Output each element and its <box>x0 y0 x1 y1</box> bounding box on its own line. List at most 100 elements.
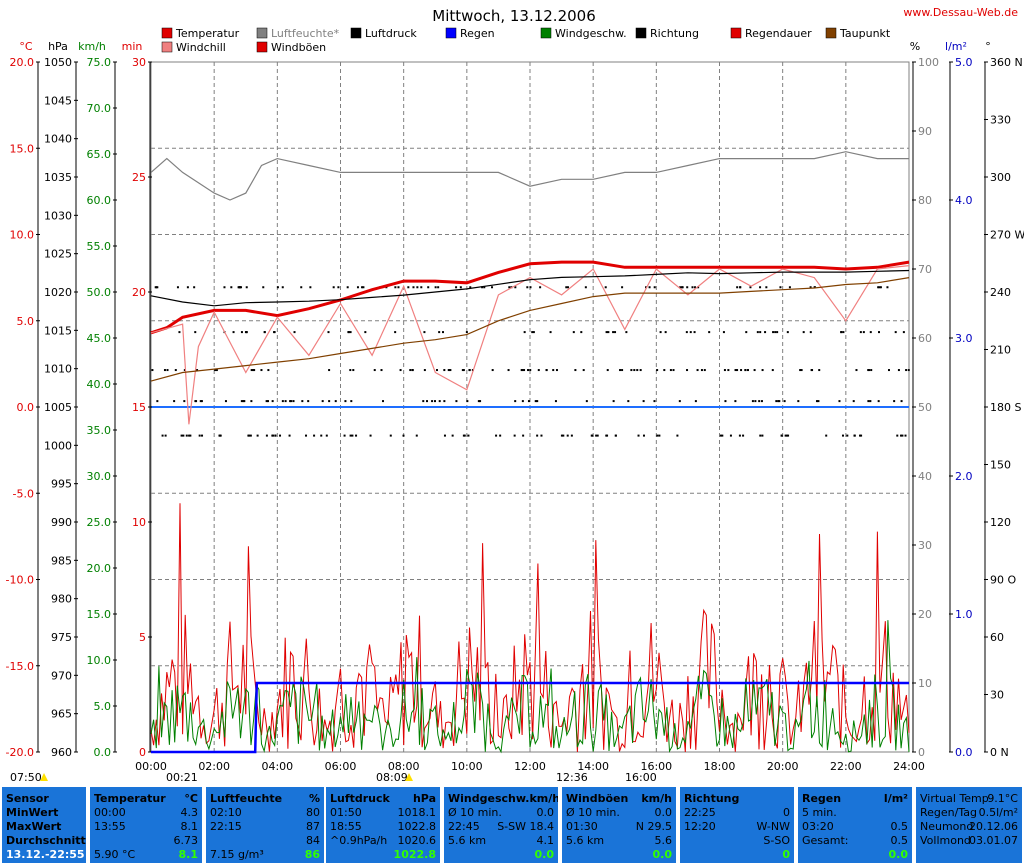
legend-swatch <box>161 27 173 39</box>
direction-tick-label: 210 <box>990 344 1011 357</box>
rain-tick-label: 0.0 <box>955 746 973 759</box>
series-windchill <box>150 265 910 425</box>
direction-point <box>721 434 724 437</box>
stats-misc: Virtual Temp 9.1°C Regen/Tag 0.5l/m² Neumond… <box>916 787 1022 863</box>
pressure-tick-label: 1050 <box>44 56 72 69</box>
direction-point <box>361 286 364 289</box>
direction-point <box>746 369 749 372</box>
direction-point <box>900 434 903 437</box>
direction-point <box>621 286 624 289</box>
wind-tick-label: 25.0 <box>87 516 112 529</box>
sunrise-label: 07:50 <box>10 771 42 784</box>
direction-point <box>276 286 279 289</box>
direction-point <box>230 286 233 289</box>
direction-point <box>708 331 711 334</box>
direction-point <box>479 400 482 403</box>
direction-point <box>532 331 535 334</box>
legend-swatch <box>730 27 742 39</box>
direction-point <box>759 331 762 334</box>
temp-tick-label: -20.0 <box>6 746 34 759</box>
stats-regen: Regen l/m² 5 min. 03:20 0.5 Gesamt: 0.5 0.0 <box>798 787 912 863</box>
regen-row-label: Gesamt: <box>802 834 849 847</box>
wind-tick-label: 35.0 <box>87 424 112 437</box>
direction-point <box>523 369 526 372</box>
direction-point <box>523 331 526 334</box>
temp-tick-label: 10.0 <box>10 229 35 242</box>
direction-point <box>327 331 330 334</box>
direction-point <box>198 434 201 437</box>
series-windboeen <box>150 503 910 753</box>
direction-point <box>764 331 767 334</box>
direction-point <box>744 369 747 372</box>
sunset-label: 16:00 <box>625 771 657 784</box>
direction-point <box>461 369 464 372</box>
site-link: www.Dessau-Web.de <box>903 6 1018 19</box>
x-tick-label: 04:00 <box>261 760 293 773</box>
windgeschw-row-value: 4.1 <box>536 834 555 847</box>
direction-point <box>507 369 510 372</box>
direction-point <box>443 369 446 372</box>
direction-point <box>694 400 697 403</box>
stats-richtung: Richtung 22:25 0 12:20 W-NW S-SO 0 <box>680 787 794 863</box>
sensor-max: MaxWert <box>6 820 62 833</box>
luftfeuchte-row-value: 86 <box>304 848 320 861</box>
direction-point <box>178 331 181 334</box>
direction-point <box>156 286 159 289</box>
direction-point <box>249 434 252 437</box>
direction-point <box>483 286 486 289</box>
temperatur-row-label: 00:00 <box>94 806 126 819</box>
pressure-tick-label: 975 <box>51 631 72 644</box>
direction-point <box>694 286 697 289</box>
legend-label: Luftdruck <box>365 27 417 40</box>
moonset-label: 00:21 <box>166 771 198 784</box>
misc-row-label: Vollmond <box>920 834 971 847</box>
pressure-tick-label: 960 <box>51 746 72 759</box>
direction-point <box>877 400 880 403</box>
pressure-tick-label: 1035 <box>44 171 72 184</box>
direction-point <box>467 434 470 437</box>
direction-point <box>749 286 752 289</box>
direction-point <box>797 400 800 403</box>
direction-point <box>218 434 221 437</box>
direction-point <box>531 331 534 334</box>
direction-point <box>719 434 722 437</box>
luftfeuchte-row-value: 87 <box>306 820 320 833</box>
direction-point <box>240 400 243 403</box>
direction-point <box>349 434 352 437</box>
humidity-tick-label: 40 <box>918 470 932 483</box>
direction-point <box>887 369 890 372</box>
direction-point <box>664 331 667 334</box>
direction-point <box>817 400 820 403</box>
pressure-tick-label: 1025 <box>44 248 72 261</box>
direction-point <box>412 286 415 289</box>
direction-point <box>656 434 659 437</box>
direction-point <box>689 331 692 334</box>
direction-point <box>691 286 694 289</box>
unit-direction: ° <box>985 40 991 53</box>
direction-point <box>186 286 189 289</box>
rain-tick-label: 4.0 <box>955 194 973 207</box>
direction-point <box>778 400 781 403</box>
direction-point <box>380 369 383 372</box>
temperatur-unit: °C <box>184 792 198 805</box>
pressure-tick-label: 980 <box>51 593 72 606</box>
direction-point <box>346 286 349 289</box>
direction-point <box>902 331 905 334</box>
luftdruck-title: Luftdruck <box>330 792 390 805</box>
regen-row-value: 0.5 <box>890 834 909 847</box>
stats-windgeschw: Windgeschw.km/h Ø 10 min. 0.0 22:45 S-SW 18.… <box>444 787 558 863</box>
duration-tick-label: 20 <box>132 286 146 299</box>
direction-point <box>886 286 889 289</box>
direction-point <box>897 369 900 372</box>
direction-point <box>455 286 458 289</box>
direction-point <box>672 369 675 372</box>
direction-tick-label: 330 <box>990 114 1011 127</box>
windgeschw-row-label: Ø 10 min. <box>448 806 502 819</box>
duration-tick-label: 0 <box>139 746 146 759</box>
windboeen-row-value: N 29.5 <box>635 820 672 833</box>
direction-point <box>565 286 568 289</box>
temp-tick-label: 20.0 <box>10 56 35 69</box>
direction-point <box>250 400 253 403</box>
direction-point <box>607 331 610 334</box>
direction-point <box>878 286 881 289</box>
